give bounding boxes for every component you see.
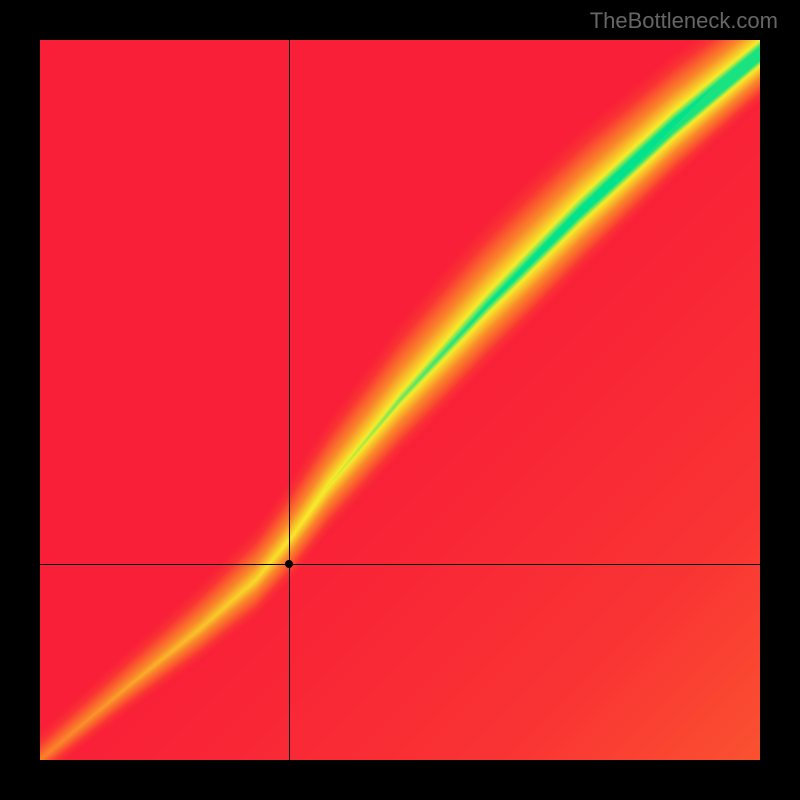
crosshair-vertical bbox=[289, 40, 290, 760]
plot-area bbox=[40, 40, 760, 760]
crosshair-horizontal bbox=[40, 564, 760, 565]
heatmap-canvas bbox=[40, 40, 760, 760]
crosshair-dot bbox=[285, 560, 293, 568]
watermark-label: TheBottleneck.com bbox=[590, 8, 778, 34]
chart-container: TheBottleneck.com bbox=[0, 0, 800, 800]
